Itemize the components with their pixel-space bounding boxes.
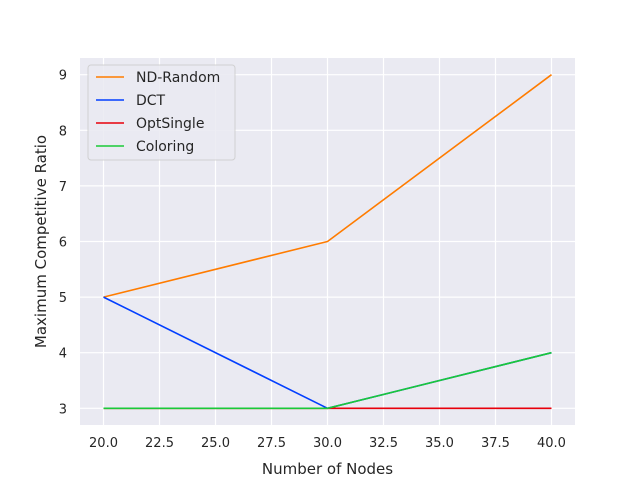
x-tick-label: 27.5 xyxy=(257,436,286,451)
series-lines xyxy=(103,74,552,410)
x-tick-label: 30.0 xyxy=(313,436,342,451)
y-tick-label: 8 xyxy=(59,124,67,139)
legend-box xyxy=(87,64,236,161)
legend-label-optsingle: OptSingle xyxy=(136,116,204,132)
y-tick-label: 6 xyxy=(59,236,67,251)
y-tick-label: 9 xyxy=(59,69,67,84)
series-line-coloring xyxy=(103,351,552,410)
x-tick-label: 32.5 xyxy=(369,436,398,451)
x-tick-label: 20.0 xyxy=(89,436,118,451)
y-tick-label: 4 xyxy=(59,347,67,362)
x-tick-label: 25.0 xyxy=(201,436,230,451)
series-line-nd-random xyxy=(103,74,552,298)
x-tick-label: 37.5 xyxy=(481,436,510,451)
x-tick-label: 40.0 xyxy=(537,436,566,451)
x-tick-label: 35.0 xyxy=(425,436,454,451)
y-tick-labels: 3 4 5 6 7 8 9 xyxy=(59,69,67,418)
legend-label-dct: DCT xyxy=(136,93,166,109)
y-tick-label: 5 xyxy=(59,291,67,306)
x-tick-labels: 20.0 22.5 25.0 27.5 30.0 32.5 35.0 37.5 40.0 xyxy=(89,436,566,451)
x-tick-label: 22.5 xyxy=(145,436,174,451)
legend: ND-Random DCT OptSingle Coloring xyxy=(87,64,236,161)
legend-label-coloring: Coloring xyxy=(136,139,194,155)
legend-label-nd-random: ND-Random xyxy=(136,70,220,86)
x-axis-title: Number of Nodes xyxy=(262,460,393,478)
y-axis-title: Maximum Competitive Ratio xyxy=(32,135,50,348)
y-tick-label: 7 xyxy=(59,180,67,195)
y-tick-label: 3 xyxy=(59,402,67,417)
